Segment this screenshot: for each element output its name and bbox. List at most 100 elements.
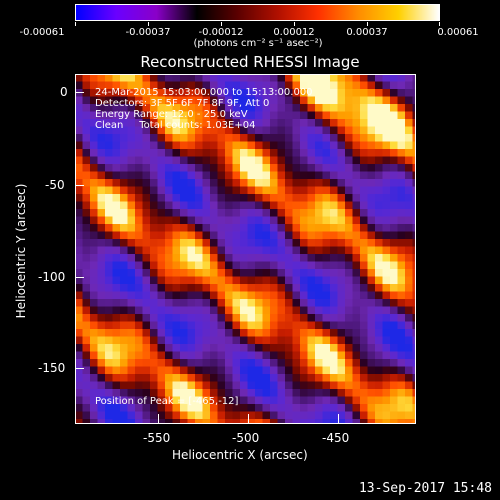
image-pixel: [202, 141, 211, 150]
image-pixel: [195, 194, 204, 203]
image-pixel: [217, 246, 226, 255]
image-pixel: [292, 126, 301, 135]
image-pixel: [82, 149, 91, 158]
image-pixel: [262, 209, 271, 218]
image-pixel: [397, 119, 406, 128]
image-pixel: [210, 269, 219, 278]
image-pixel: [277, 284, 286, 293]
image-pixel: [120, 96, 129, 105]
image-pixel: [217, 156, 226, 165]
image-pixel: [337, 246, 346, 255]
image-pixel: [262, 276, 271, 285]
image-pixel: [120, 419, 129, 424]
image-pixel: [397, 291, 406, 300]
colorbar-tick: [148, 22, 149, 26]
image-pixel: [255, 396, 264, 405]
image-pixel: [240, 126, 249, 135]
image-pixel: [375, 194, 384, 203]
image-pixel: [150, 291, 159, 300]
image-pixel: [187, 171, 196, 180]
colorbar-tick: [367, 22, 368, 26]
image-pixel: [255, 246, 264, 255]
image-pixel: [97, 201, 106, 210]
image-pixel: [345, 299, 354, 308]
image-pixel: [82, 261, 91, 270]
image-pixel: [277, 254, 286, 263]
image-pixel: [382, 336, 391, 345]
image-pixel: [322, 111, 331, 120]
image-pixel: [300, 119, 309, 128]
image-pixel: [337, 344, 346, 353]
image-pixel: [180, 351, 189, 360]
image-pixel: [412, 104, 416, 113]
image-pixel: [307, 374, 316, 383]
image-pixel: [285, 246, 294, 255]
image-pixel: [397, 261, 406, 270]
image-pixel: [322, 81, 331, 90]
image-pixel: [382, 306, 391, 315]
image-pixel: [412, 179, 416, 188]
image-pixel: [277, 74, 286, 83]
image-pixel: [270, 404, 279, 413]
image-pixel: [352, 126, 361, 135]
image-pixel: [337, 411, 346, 420]
image-pixel: [345, 96, 354, 105]
image-pixel: [382, 321, 391, 330]
image-pixel: [307, 314, 316, 323]
image-pixel: [240, 374, 249, 383]
image-pixel: [397, 126, 406, 135]
image-pixel: [390, 201, 399, 210]
image-pixel: [112, 156, 121, 165]
image-pixel: [360, 141, 369, 150]
image-pixel: [157, 96, 166, 105]
image-pixel: [135, 216, 144, 225]
image-pixel: [142, 231, 151, 240]
image-pixel: [210, 299, 219, 308]
image-pixel: [255, 321, 264, 330]
image-pixel: [142, 111, 151, 120]
image-pixel: [255, 411, 264, 420]
image-pixel: [360, 81, 369, 90]
image-pixel: [330, 149, 339, 158]
image-pixel: [322, 374, 331, 383]
image-pixel: [322, 96, 331, 105]
image-pixel: [82, 194, 91, 203]
image-pixel: [142, 224, 151, 233]
image-pixel: [360, 396, 369, 405]
image-pixel: [270, 149, 279, 158]
image-pixel: [90, 276, 99, 285]
image-pixel: [270, 224, 279, 233]
image-pixel: [412, 291, 416, 300]
image-pixel: [345, 156, 354, 165]
image-pixel: [390, 134, 399, 143]
image-pixel: [247, 321, 256, 330]
image-pixel: [247, 224, 256, 233]
image-pixel: [337, 96, 346, 105]
image-pixel: [345, 374, 354, 383]
image-pixel: [285, 344, 294, 353]
image-pixel: [360, 254, 369, 263]
image-pixel: [405, 419, 414, 424]
image-pixel: [187, 201, 196, 210]
image-pixel: [127, 411, 136, 420]
image-pixel: [180, 321, 189, 330]
image-pixel: [112, 389, 121, 398]
image-pixel: [90, 314, 99, 323]
image-pixel: [255, 104, 264, 113]
image-pixel: [82, 231, 91, 240]
image-pixel: [382, 126, 391, 135]
image-pixel: [405, 404, 414, 413]
image-pixel: [367, 246, 376, 255]
image-pixel: [150, 336, 159, 345]
image-pixel: [322, 179, 331, 188]
image-pixel: [262, 149, 271, 158]
image-pixel: [262, 141, 271, 150]
image-pixel: [217, 119, 226, 128]
image-pixel: [330, 81, 339, 90]
image-pixel: [330, 366, 339, 375]
image-pixel: [75, 336, 84, 345]
image-pixel: [225, 254, 234, 263]
image-pixel: [82, 276, 91, 285]
image-pixel: [232, 336, 241, 345]
image-pixel: [390, 396, 399, 405]
